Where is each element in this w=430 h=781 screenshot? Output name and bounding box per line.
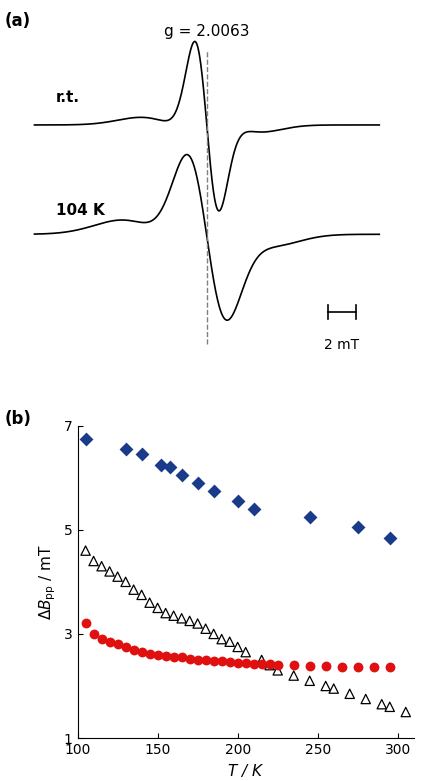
Point	[90, 555, 97, 567]
Point	[306, 511, 313, 523]
Point	[378, 698, 384, 711]
Point	[178, 651, 184, 664]
Point	[138, 448, 145, 461]
Point	[202, 622, 209, 635]
Point	[130, 583, 137, 596]
Point	[250, 658, 257, 670]
Point	[98, 633, 105, 645]
Point	[170, 609, 177, 622]
X-axis label: $T$ / K: $T$ / K	[227, 762, 264, 779]
Point	[122, 443, 129, 455]
Point	[194, 476, 201, 489]
Point	[226, 636, 233, 648]
Point	[194, 617, 201, 629]
Point	[154, 648, 161, 661]
Text: (a): (a)	[4, 12, 31, 30]
Point	[385, 661, 392, 673]
Point	[218, 633, 224, 645]
Point	[106, 565, 113, 578]
Point	[146, 647, 153, 660]
Point	[338, 661, 344, 673]
Point	[202, 654, 209, 666]
Point	[122, 640, 129, 653]
Point	[106, 636, 113, 648]
Text: 2 mT: 2 mT	[324, 338, 359, 351]
Point	[322, 660, 329, 672]
Point	[210, 628, 217, 640]
Point	[98, 560, 105, 572]
Point	[154, 601, 161, 614]
Point	[329, 683, 336, 695]
Point	[289, 659, 296, 672]
Point	[138, 646, 145, 658]
Point	[258, 654, 264, 666]
Point	[114, 570, 121, 583]
Point	[273, 659, 280, 672]
Y-axis label: $\Delta B_{\rm pp}$ / mT: $\Delta B_{\rm pp}$ / mT	[37, 544, 58, 620]
Point	[322, 679, 329, 692]
Point	[250, 503, 257, 515]
Point	[218, 654, 224, 667]
Point	[345, 687, 352, 700]
Point	[353, 521, 360, 533]
Point	[306, 675, 313, 687]
Point	[157, 458, 164, 471]
Point	[82, 617, 89, 629]
Point	[306, 660, 313, 672]
Point	[138, 589, 145, 601]
Point	[233, 656, 240, 669]
Point	[266, 658, 273, 670]
Point	[273, 664, 280, 676]
Point	[258, 658, 264, 670]
Point	[385, 701, 392, 713]
Point	[186, 615, 193, 627]
Point	[166, 461, 173, 473]
Point	[233, 640, 240, 653]
Point	[226, 655, 233, 668]
Point	[178, 469, 184, 481]
Point	[114, 638, 121, 651]
Point	[385, 531, 392, 544]
Point	[90, 628, 97, 640]
Point	[194, 654, 201, 666]
Text: (b): (b)	[4, 410, 31, 428]
Point	[178, 612, 184, 625]
Point	[122, 576, 129, 588]
Point	[210, 654, 217, 667]
Point	[146, 597, 153, 609]
Point	[162, 607, 169, 619]
Point	[210, 484, 217, 497]
Text: g = 2.0063: g = 2.0063	[164, 24, 249, 39]
Point	[186, 653, 193, 665]
Point	[266, 659, 273, 672]
Point	[130, 644, 137, 656]
Point	[362, 693, 369, 705]
Point	[289, 669, 296, 682]
Point	[353, 661, 360, 673]
Point	[242, 656, 249, 669]
Point	[82, 433, 89, 445]
Point	[170, 651, 177, 664]
Point	[369, 661, 376, 673]
Text: r.t.: r.t.	[56, 90, 80, 105]
Text: 104 K: 104 K	[56, 203, 104, 219]
Point	[233, 495, 240, 508]
Point	[242, 646, 249, 658]
Point	[162, 650, 169, 662]
Point	[401, 706, 408, 719]
Point	[82, 544, 89, 557]
